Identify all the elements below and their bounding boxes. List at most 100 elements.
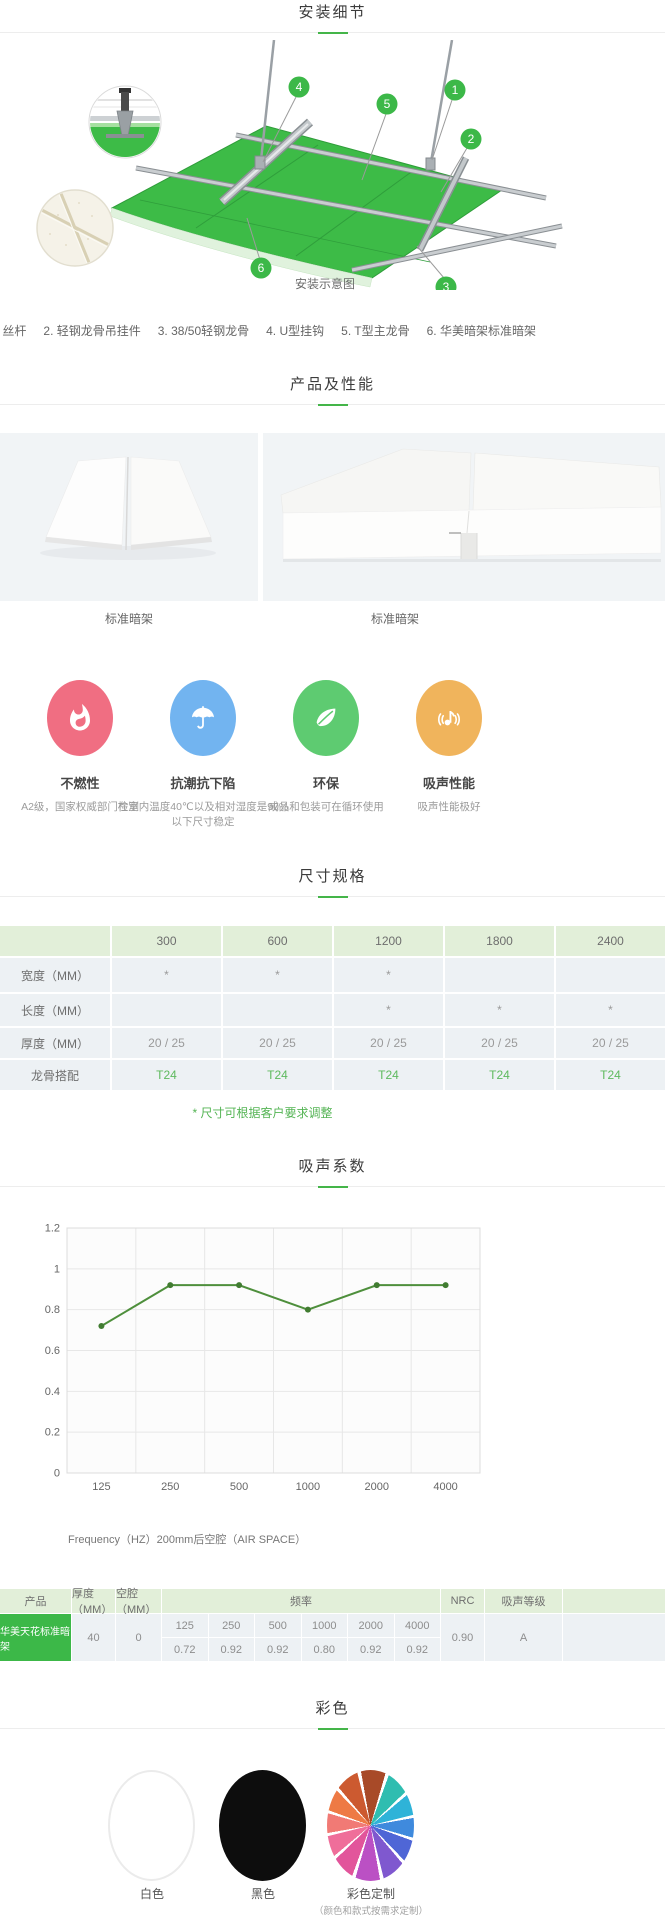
color-label: 黑色 <box>250 1887 275 1901</box>
svg-text:1.2: 1.2 <box>45 1223 60 1235</box>
ac-grade-value: A <box>485 1614 562 1661</box>
spec-cell: 20 / 25 <box>445 1028 554 1058</box>
spec-cell: T24 <box>112 1060 221 1090</box>
svg-text:0: 0 <box>54 1468 60 1480</box>
feature-title: 抗潮抗下陷 <box>170 776 236 791</box>
feature-eco: 环保 成品和包装可在循环使用 <box>236 680 416 815</box>
callout-leader-lines <box>246 96 468 279</box>
color-swatch-custom <box>327 1770 414 1881</box>
ac-header-product: 产品 <box>0 1589 71 1613</box>
callout-number: 5 <box>384 97 391 111</box>
ac-frequency-label: 250 <box>208 1614 254 1637</box>
product-photo-edge-image <box>40 456 216 560</box>
spec-cell <box>445 958 554 992</box>
spec-column-header: 1200 <box>334 926 443 956</box>
inset-hanger-detail <box>88 85 162 159</box>
spec-cell: T24 <box>445 1060 554 1090</box>
spec-cell: * <box>445 994 554 1026</box>
ac-coefficient-value: 0.72 <box>162 1638 208 1661</box>
spec-row-label: 宽度（MM） <box>0 958 110 992</box>
callout-marker <box>376 93 398 115</box>
section-title-product: 产品及性能 <box>289 376 375 393</box>
installation-diagram: 1 2 3 4 5 6 <box>36 40 563 290</box>
feature-desc: 吸声性能极好 <box>417 801 481 813</box>
legend-item: 1. 丝杆 <box>0 324 27 338</box>
callout-number: 1 <box>452 83 459 97</box>
diagram-legend: 1. 丝杆 2. 轻钢龙骨吊挂件 3. 38/50轻钢龙骨 4. U型挂钩 5. T型主… <box>0 322 536 339</box>
feature-desc: A2级，国家权威部门检测 <box>21 801 139 813</box>
ac-header-nrc: NRC <box>441 1589 484 1613</box>
product-photo-edge <box>0 433 258 601</box>
spec-cell: T24 <box>556 1060 665 1090</box>
right-runner-bar <box>416 156 470 252</box>
ac-header-grade: 吸声等级 <box>485 1589 562 1613</box>
color-label: 彩色定制 <box>346 1887 395 1901</box>
section-divider <box>0 895 665 898</box>
spec-cell: * <box>334 958 443 992</box>
spec-column-header: 1800 <box>445 926 554 956</box>
feature-acoustic: 吸声性能 吸声性能极好 <box>359 680 539 815</box>
ac-frequency-label: 1000 <box>301 1614 347 1637</box>
section-divider <box>0 403 665 406</box>
section-underline <box>317 403 348 406</box>
ac-product-name: 华美天花标准暗架 <box>0 1614 71 1661</box>
music-note-icon <box>416 680 482 756</box>
diagram-caption: 安装示意图 <box>295 276 355 290</box>
spec-cell: * <box>556 994 665 1026</box>
spec-column-header: 300 <box>112 926 221 956</box>
svg-text:0.8: 0.8 <box>45 1304 60 1316</box>
product-photo-label: 标准暗架 <box>370 612 419 626</box>
feature-title: 不燃性 <box>60 776 100 791</box>
spec-column-header <box>0 926 110 956</box>
ac-frequency-label: 500 <box>255 1614 301 1637</box>
callout-marker <box>250 257 272 279</box>
main-runner-bar <box>218 118 314 206</box>
callout-number: 6 <box>258 261 265 275</box>
size-footnote: * 尺寸可根据客户要求调整 <box>192 1106 333 1120</box>
spec-cell: * <box>334 994 443 1026</box>
section-divider <box>0 1185 665 1188</box>
ac-header-thickness: 厚度（MM） <box>72 1588 115 1616</box>
chart-caption: Frequency（HZ）200mm后空腔（AIR SPACE） <box>68 1534 307 1546</box>
color-swatch-black <box>219 1770 306 1881</box>
section-install-header: 安装细节 <box>0 4 665 34</box>
legend-item: 3. 38/50轻钢龙骨 <box>157 324 250 338</box>
spec-column-header: 2400 <box>556 926 665 956</box>
ac-frequency-label: 4000 <box>394 1614 440 1637</box>
callout-number: 2 <box>468 132 475 146</box>
legend-item: 5. T型主龙骨 <box>341 324 410 338</box>
callout-marker <box>288 76 310 98</box>
hanger-rods <box>254 40 454 171</box>
spec-row-label: 龙骨搭配 <box>0 1060 110 1090</box>
svg-text:0.4: 0.4 <box>45 1386 60 1398</box>
product-photo-surface-image <box>280 448 662 562</box>
ac-coefficient-value: 0.92 <box>394 1638 440 1661</box>
spec-cell: 20 / 25 <box>556 1028 665 1058</box>
ac-header-frequency: 频率 <box>162 1589 440 1613</box>
spec-cell: 20 / 25 <box>334 1028 443 1058</box>
spec-cell: 20 / 25 <box>223 1028 332 1058</box>
section-divider <box>0 31 665 34</box>
svg-text:2000: 2000 <box>365 1481 389 1493</box>
section-title-absorption: 吸声系数 <box>298 1158 367 1175</box>
spec-row-label: 厚度（MM） <box>0 1028 110 1058</box>
section-absorption-header: 吸声系数 <box>0 1158 665 1188</box>
spec-cell: 20 / 25 <box>112 1028 221 1058</box>
ac-header-blank <box>563 1589 665 1613</box>
section-colors-header: 彩色 <box>0 1700 665 1730</box>
spec-cell <box>556 958 665 992</box>
color-label: 白色 <box>139 1887 164 1901</box>
spec-cell: * <box>223 958 332 992</box>
inset-tile-detail <box>36 189 114 267</box>
section-underline <box>317 1727 348 1730</box>
spec-row-label: 长度（MM） <box>0 994 110 1026</box>
section-product-header: 产品及性能 <box>0 376 665 406</box>
callout-markers: 1 2 3 4 5 6 <box>250 76 482 290</box>
ac-header-cavity: 空腔（MM） <box>116 1588 161 1616</box>
spec-cell: T24 <box>223 1060 332 1090</box>
callout-number: 4 <box>296 80 303 94</box>
umbrella-icon <box>170 680 236 756</box>
color-custom-note: （颜色和款式按需求定制） <box>313 1906 428 1917</box>
ac-blank-cell <box>563 1614 665 1661</box>
